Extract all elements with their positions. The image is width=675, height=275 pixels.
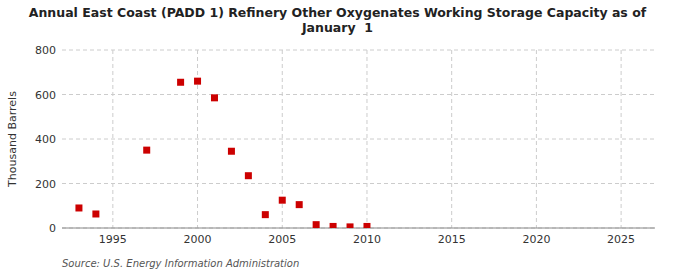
- chart: Annual East Coast (PADD 1) Refinery Othe…: [0, 0, 675, 275]
- points: [75, 78, 370, 228]
- grid-line-y: [62, 228, 655, 229]
- point: [228, 148, 235, 155]
- grid-line-x: [366, 50, 367, 228]
- grid-line-y: [62, 183, 655, 184]
- point: [262, 211, 269, 218]
- title: Annual East Coast (PADD 1) Refinery Othe…: [29, 5, 647, 35]
- point: [143, 147, 150, 154]
- grid-line-y: [62, 139, 655, 140]
- point: [75, 204, 82, 211]
- point: [279, 197, 286, 204]
- source-note: Source: U.S. Energy Information Administ…: [62, 258, 299, 269]
- x-tick-label: 2000: [184, 233, 212, 246]
- x-axis-line: [62, 228, 655, 229]
- y-tick-label: 800: [35, 44, 56, 57]
- grid-line-y: [62, 94, 655, 95]
- point: [296, 201, 303, 208]
- x-tick-label: 1995: [99, 233, 127, 246]
- y-tick-label: 0: [49, 222, 56, 235]
- grid-line-x: [197, 50, 198, 228]
- x-tick-label: 2010: [353, 233, 381, 246]
- y-tick-label: 400: [35, 133, 56, 146]
- x-tick-label: 2005: [268, 233, 296, 246]
- x-tick-label: 2020: [522, 233, 550, 246]
- point: [211, 94, 218, 101]
- point: [245, 172, 252, 179]
- grid-line-y: [62, 50, 655, 51]
- point: [330, 223, 337, 228]
- grid-line-x: [536, 50, 537, 228]
- x-tick-label: 2015: [438, 233, 466, 246]
- y-axis-label: Thousand Barrels: [6, 91, 19, 188]
- point: [177, 79, 184, 86]
- y-tick-label: 200: [35, 178, 56, 191]
- point: [363, 223, 370, 228]
- grid-line-x: [112, 50, 113, 228]
- point: [194, 78, 201, 85]
- grid: [62, 50, 655, 228]
- y-tick-label: 600: [35, 89, 56, 102]
- point: [92, 210, 99, 217]
- point: [313, 221, 320, 228]
- x-tick-label: 2025: [607, 233, 635, 246]
- point: [347, 223, 354, 228]
- grid-line-x: [621, 50, 622, 228]
- grid-line-x: [451, 50, 452, 228]
